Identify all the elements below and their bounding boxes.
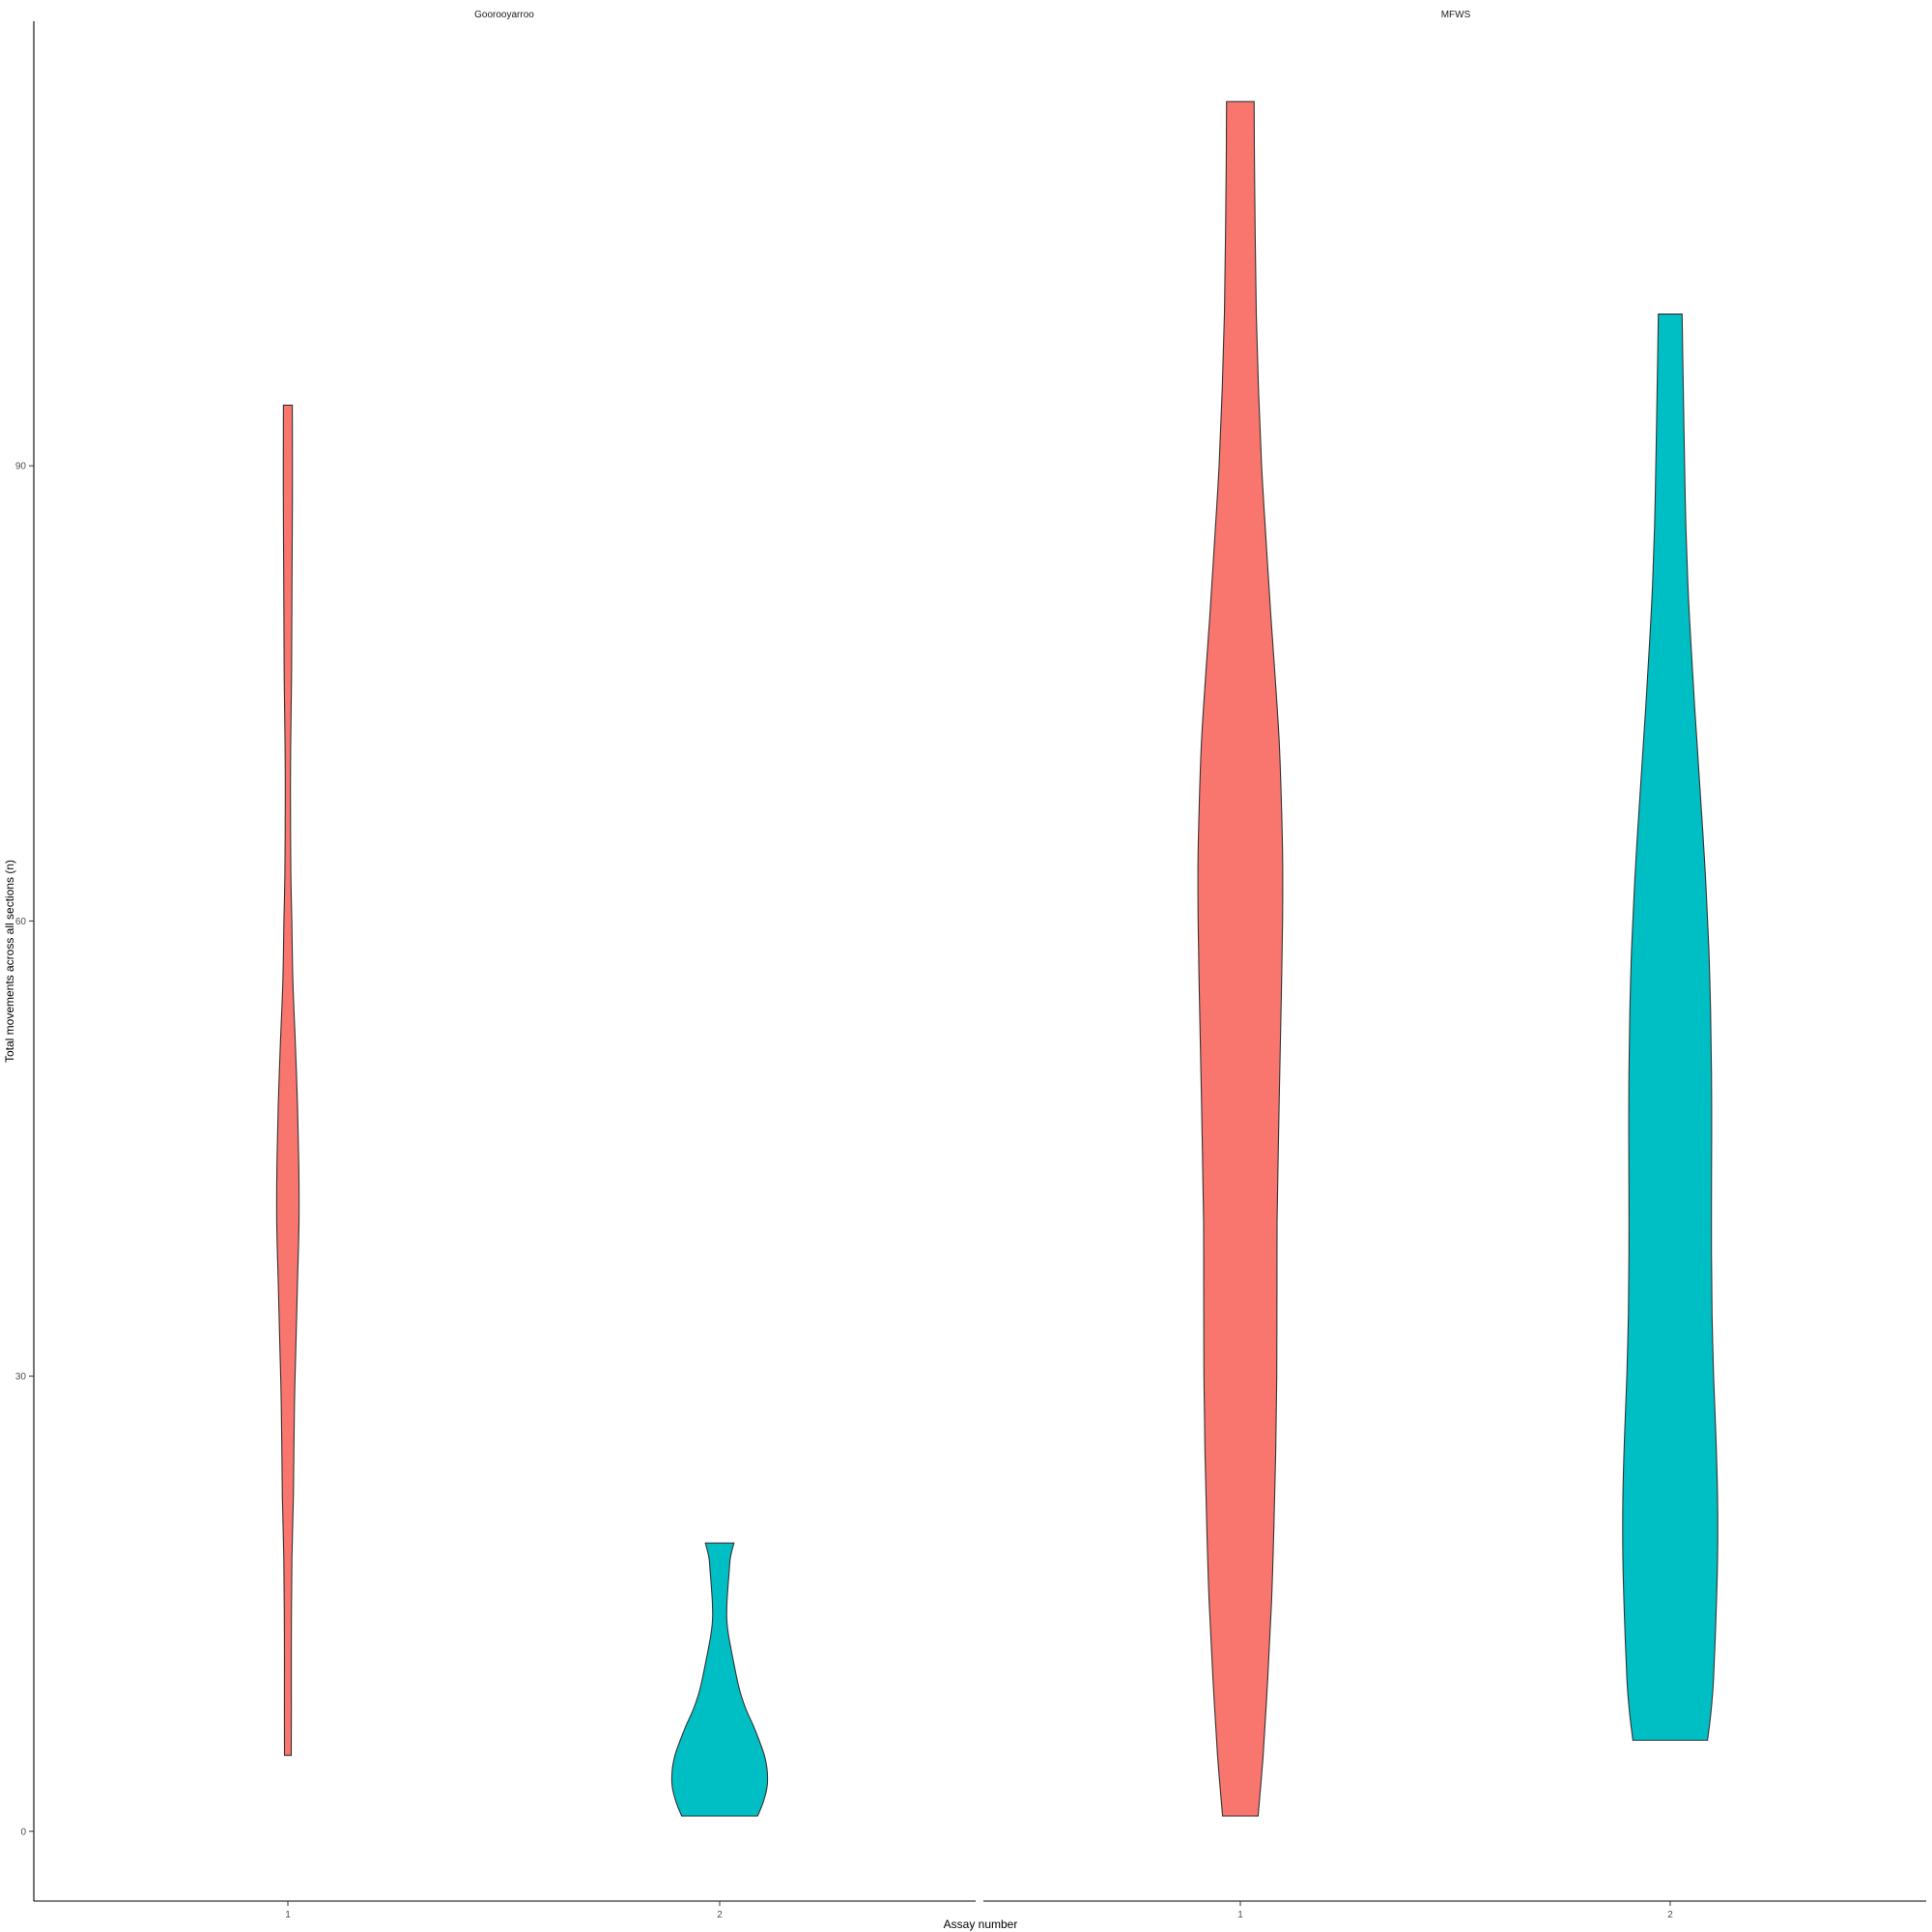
violin-goorooyarroo-assay-2 — [670, 1542, 769, 1817]
violins-mfws — [1197, 100, 1719, 1817]
panel-goorooyarroo: Goorooyarroo 1 2 — [34, 10, 976, 1920]
y-tick-label-30: 30 — [15, 1372, 27, 1382]
violin-mfws-assay-1 — [1197, 100, 1284, 1817]
x-tick-label-goorooyarroo-2: 2 — [717, 1910, 723, 1920]
y-axis: 0 30 60 90 — [15, 21, 35, 1901]
y-ticks: 0 30 60 90 — [15, 462, 34, 1837]
y-tick-label-90: 90 — [15, 462, 27, 472]
x-tick-label-mfws-1: 1 — [1237, 1910, 1243, 1920]
y-tick-label-60: 60 — [15, 917, 27, 927]
y-tick-label-0: 0 — [20, 1827, 26, 1837]
violin-goorooyarroo-assay-1 — [275, 404, 300, 1756]
x-tick-label-goorooyarroo-1: 1 — [285, 1910, 291, 1920]
violin-mfws-assay-2 — [1622, 313, 1719, 1742]
x-axis-title: Assay number — [944, 1918, 1018, 1931]
panel-mfws: MFWS 1 2 — [983, 10, 1926, 1920]
x-tick-label-mfws-2: 2 — [1667, 1910, 1673, 1920]
violins-goorooyarroo — [275, 404, 769, 1817]
panel-strip-label-mfws: MFWS — [1441, 10, 1471, 20]
y-axis-title: Total movements across all sections (n) — [3, 860, 16, 1063]
panel-strip-label-goorooyarroo: Goorooyarroo — [474, 10, 534, 20]
